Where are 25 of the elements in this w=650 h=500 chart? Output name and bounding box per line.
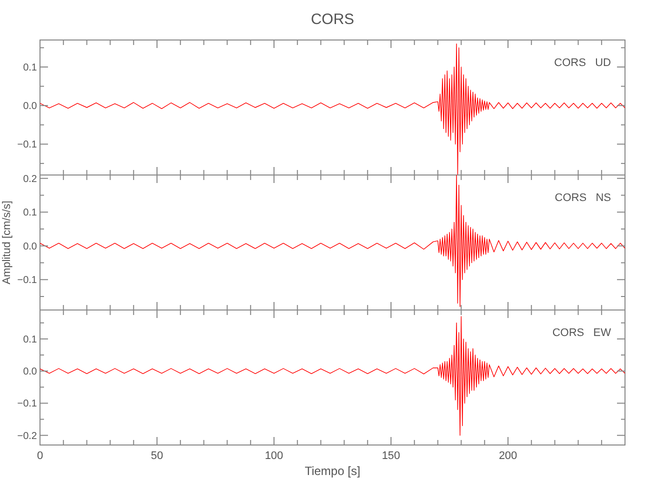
line-series — [40, 175, 625, 307]
y-tick-label: 0.1 — [23, 208, 38, 219]
x-tick-label: 200 — [498, 450, 518, 462]
y-tick-label: 0.0 — [23, 366, 38, 378]
x-tick-label: 100 — [264, 450, 284, 462]
chart-title: CORS — [310, 11, 354, 28]
annotation: CORS NS — [554, 192, 611, 204]
y-tick-label: 0.2 — [23, 174, 38, 185]
x-tick-label: 50 — [150, 450, 164, 462]
annotation: CORS UD — [554, 57, 612, 69]
line-series — [40, 316, 625, 436]
annotation: CORS EW — [552, 327, 612, 339]
y-tick-label: 0.1 — [23, 334, 38, 346]
y-tick-label: −0.2 — [17, 430, 38, 442]
y-tick-label: 0.0 — [23, 101, 38, 112]
y-tick-label: −0.1 — [17, 275, 38, 286]
x-tick-label: 150 — [382, 450, 400, 462]
line-series — [40, 44, 625, 175]
x-tick-label: 0 — [36, 450, 44, 462]
y-tick-label: 0.1 — [23, 62, 38, 74]
y-axis-title: Amplitud [cm/s/s] — [1, 200, 13, 284]
x-axis-title: Tiempo [s] — [304, 464, 360, 478]
y-tick-label: −0.1 — [17, 398, 38, 410]
y-tick-label: 0.0 — [23, 241, 38, 252]
y-tick-label: −0.1 — [17, 140, 38, 151]
